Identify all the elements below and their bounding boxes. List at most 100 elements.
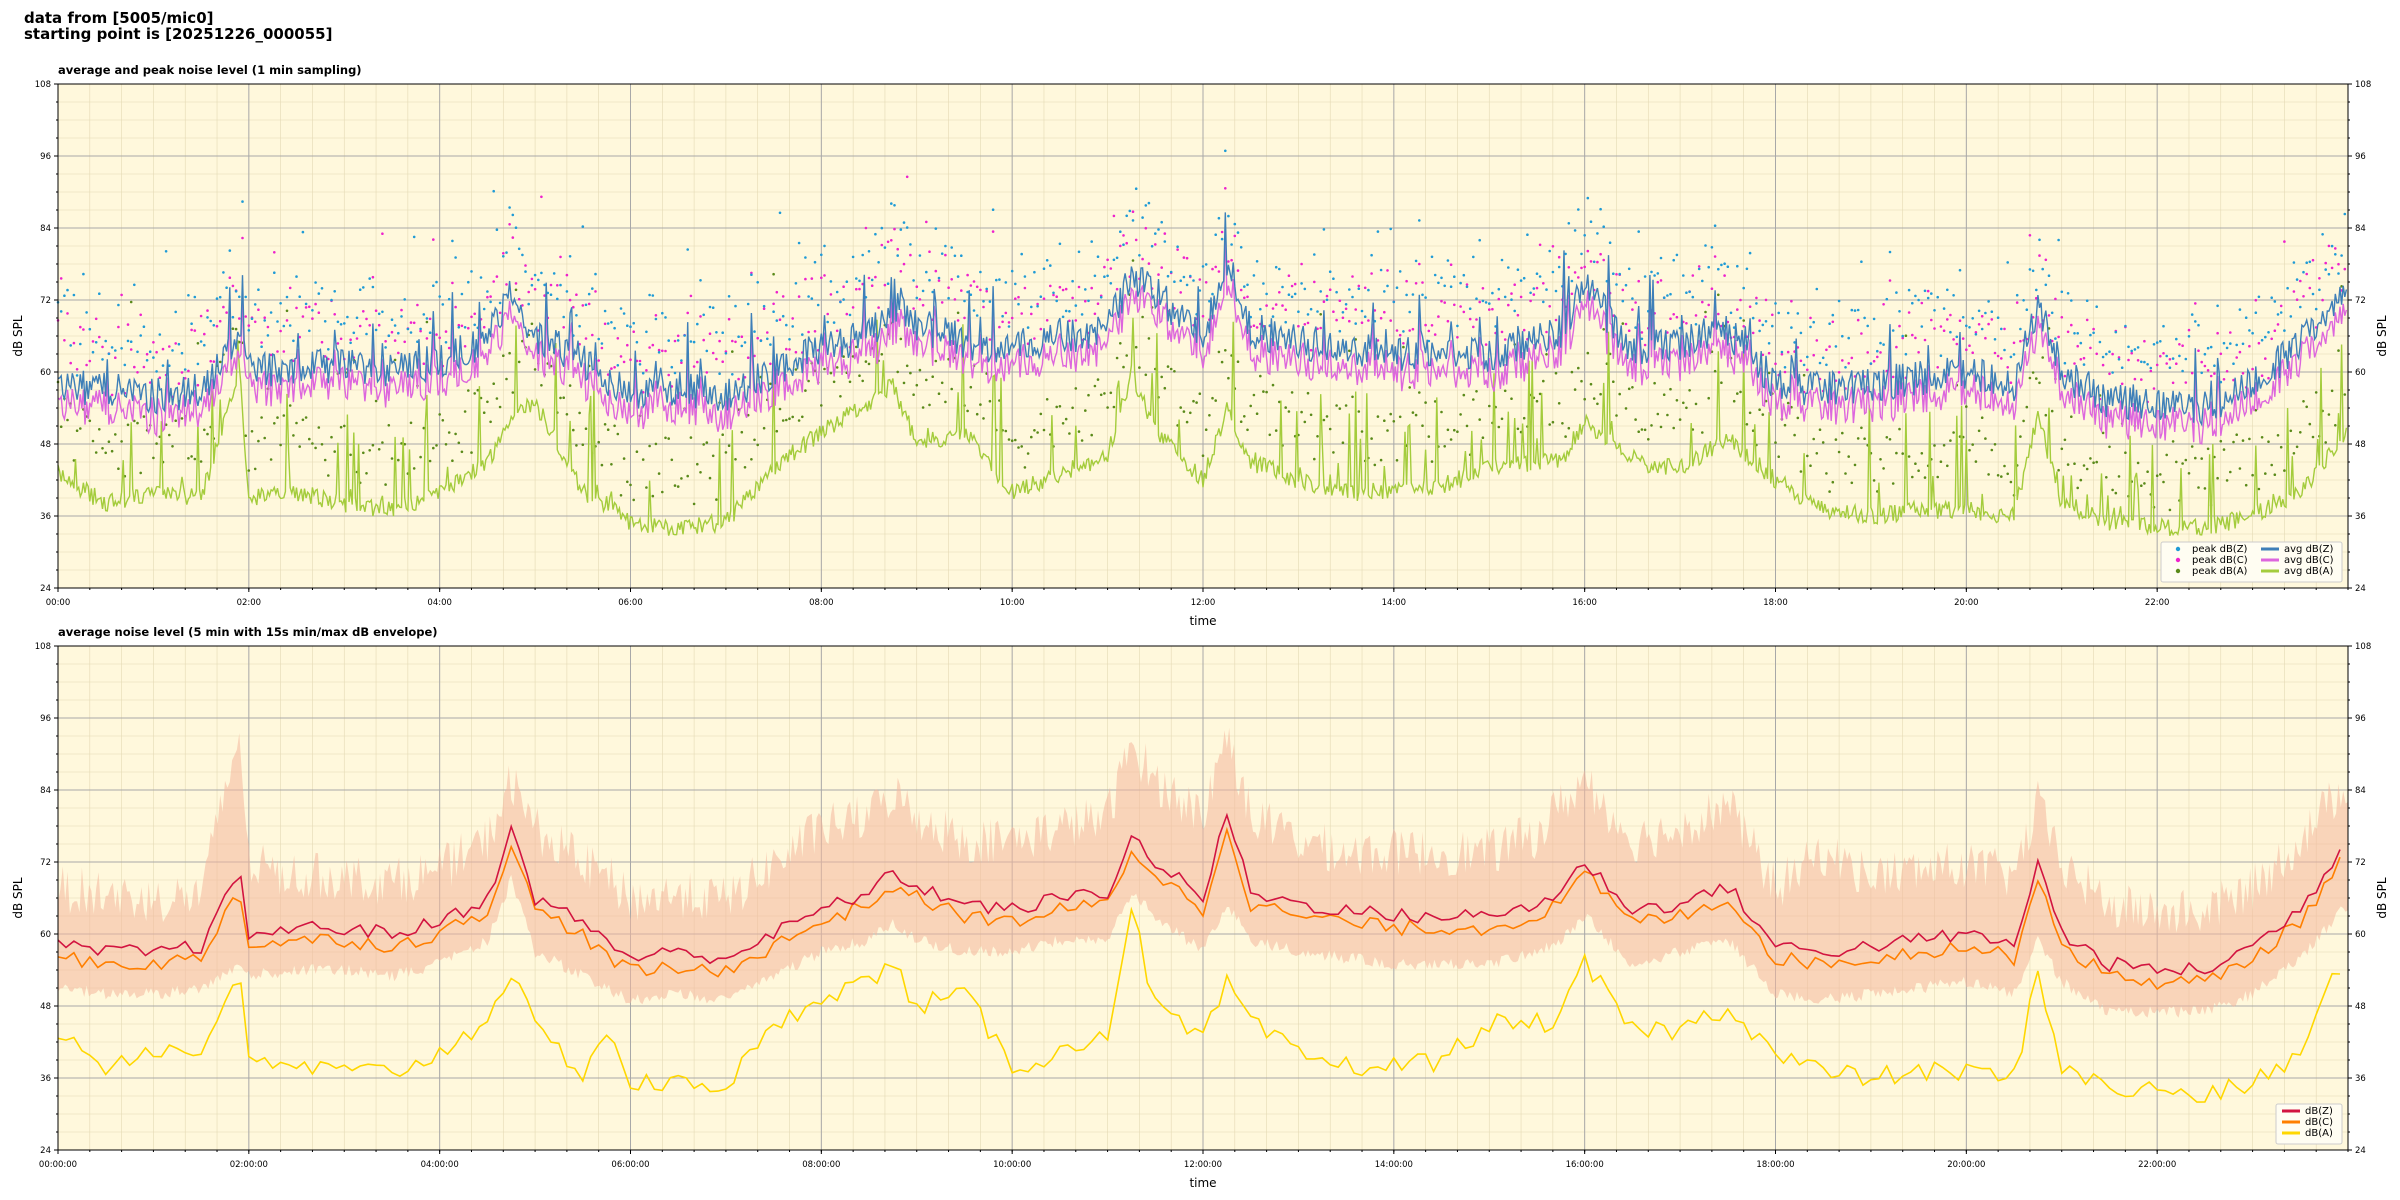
peak-point (1557, 255, 1561, 259)
peak-point (1386, 429, 1389, 432)
peak-point (1351, 395, 1354, 399)
peak-point (1980, 416, 1984, 420)
peak-point (1481, 299, 1485, 303)
peak-point (1917, 469, 1920, 473)
peak-point (1157, 273, 1160, 276)
peak-point (667, 373, 670, 377)
peak-point (2314, 391, 2318, 394)
peak-point (1672, 258, 1675, 262)
peak-point (1799, 331, 1803, 335)
peak-point (2031, 269, 2035, 273)
peak-point (1570, 279, 1574, 283)
peak-point (724, 451, 728, 454)
peak-point (1911, 301, 1914, 305)
peak-point (2330, 244, 2334, 248)
peak-point (1115, 287, 1119, 291)
peak-point (1631, 386, 1634, 389)
peak-point (285, 309, 289, 313)
peak-point (1224, 349, 1227, 352)
peak-point (606, 322, 610, 325)
y-axis-label: dB SPL (11, 315, 25, 357)
peak-point (1662, 393, 1666, 397)
peak-point (1154, 243, 1157, 246)
peak-point (247, 469, 251, 472)
peak-point (1198, 289, 1202, 292)
peak-point (1656, 412, 1660, 416)
peak-point (1014, 282, 1017, 286)
peak-point (2143, 339, 2146, 343)
peak-point (1898, 324, 1901, 328)
peak-point (2022, 419, 2025, 423)
peak-point (1319, 290, 1322, 293)
peak-point (1589, 220, 1593, 223)
peak-point (1939, 354, 1943, 358)
peak-point (820, 253, 823, 257)
peak-point (2066, 292, 2070, 295)
peak-point (152, 341, 155, 344)
peak-point (419, 455, 422, 459)
peak-point (2155, 363, 2159, 367)
peak-point (1503, 389, 1507, 393)
peak-point (1290, 295, 1294, 299)
peak-point (323, 320, 327, 323)
peak-point (1383, 310, 1386, 314)
peak-point (438, 413, 442, 416)
peak-point (2238, 308, 2242, 311)
peak-point (1287, 293, 1291, 297)
peak-point (1064, 287, 1068, 291)
peak-point (1647, 438, 1650, 441)
peak-point (454, 256, 457, 259)
peak-point (1739, 316, 1742, 320)
peak-point (1309, 413, 1313, 417)
peak-point (1010, 439, 1014, 443)
peak-point (769, 343, 772, 346)
peak-point (317, 311, 321, 315)
peak-point (950, 278, 953, 281)
peak-point (737, 377, 740, 381)
peak-point (1204, 281, 1208, 284)
peak-point (1338, 299, 1342, 303)
peak-point (1907, 455, 1911, 458)
peak-point (972, 280, 976, 283)
peak-point (1096, 302, 1100, 306)
peak-point (1806, 454, 1809, 458)
peak-point (2152, 387, 2156, 390)
peak-point (247, 324, 251, 327)
peak-point (880, 353, 884, 356)
peak-point (110, 393, 114, 397)
peak-point (1723, 262, 1726, 266)
peak-point (1580, 252, 1583, 256)
peak-point (1532, 287, 1536, 290)
peak-point (498, 405, 502, 409)
peak-point (139, 471, 142, 475)
peak-point (1456, 336, 1459, 339)
peak-point (1201, 314, 1205, 318)
peak-point (944, 400, 947, 404)
peak-point (1141, 257, 1144, 261)
peak-point (180, 371, 184, 374)
peak-point (1662, 296, 1666, 300)
peak-point (2073, 332, 2076, 335)
peak-point (2076, 332, 2079, 335)
peak-point (1246, 283, 1249, 287)
peak-point (565, 273, 569, 277)
peak-point (1615, 283, 1618, 286)
peak-point (1271, 383, 1275, 387)
peak-point (1586, 196, 1590, 200)
peak-point (724, 350, 728, 353)
peak-point (85, 311, 88, 314)
peak-point (2165, 453, 2168, 457)
peak-point (273, 422, 276, 425)
peak-point (69, 361, 72, 365)
peak-point (1920, 301, 1924, 305)
peak-point (985, 287, 988, 291)
peak-point (874, 275, 877, 279)
peak-point (928, 250, 931, 253)
peak-point (295, 306, 298, 310)
peak-point (1348, 349, 1351, 353)
peak-point (502, 252, 505, 255)
peak-point (1300, 262, 1303, 266)
peak-point (1182, 275, 1186, 279)
peak-point (705, 371, 709, 374)
